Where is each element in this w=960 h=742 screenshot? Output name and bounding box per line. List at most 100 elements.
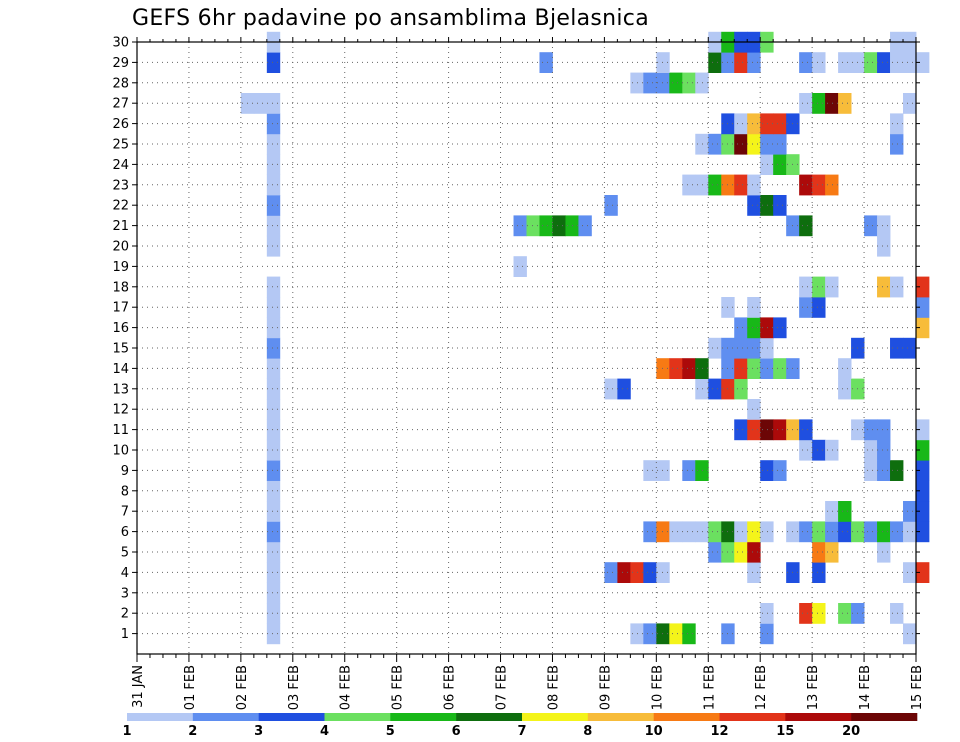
precip-cell [643,72,657,94]
precip-cell [838,358,852,379]
precip-cell [708,378,722,400]
precip-cell [877,541,891,563]
precip-cell [266,154,281,175]
precip-cell [877,439,891,461]
y-tick-label: 3 [121,586,129,601]
precip-cell [734,317,748,339]
precip-cell [903,521,917,543]
precip-cell [747,562,761,583]
colorbar-label: 4 [320,724,329,739]
precip-cell [266,133,281,155]
precip-cell [513,256,527,277]
precip-cell [825,521,839,543]
colorbar-swatch [522,713,589,721]
precip-cell [812,297,826,318]
colorbar-swatch [719,713,786,721]
y-tick-label: 6 [121,525,129,540]
precip-cell [266,439,281,461]
precip-cell [669,623,683,645]
y-tick-label: 24 [112,158,129,173]
precip-cell [760,603,774,624]
precip-cell [916,52,930,73]
precip-cell [825,276,839,298]
y-tick-label: 18 [112,280,129,295]
precip-cell [916,521,930,543]
precip-cell [877,52,891,73]
precip-cell [812,276,826,298]
precip-cell [682,521,696,543]
precip-cell [747,133,761,155]
y-tick-label: 21 [112,219,129,234]
precip-cell [825,174,839,196]
precip-cell [760,521,774,543]
precip-cell [877,215,891,237]
precip-cell [266,399,281,420]
precip-cell [916,297,930,318]
precip-cell [682,623,696,645]
y-tick-label: 20 [112,240,129,255]
precip-cell [266,460,281,481]
colorbar-swatch [456,713,523,721]
precip-cell [266,235,281,257]
precip-cell [708,174,722,196]
precip-cell [526,215,540,237]
precip-cell [760,358,774,379]
precip-cell [617,562,631,583]
precip-cell [916,562,930,583]
precip-cell [708,521,722,543]
precip-cell [266,562,281,583]
colorbar-swatch [851,713,918,721]
precip-cell [760,195,774,216]
precip-cell [266,93,281,114]
precip-cell [266,623,281,645]
precip-cell [890,460,904,481]
precip-cell [799,439,813,461]
precip-cell [708,133,722,155]
precip-cell [656,521,670,543]
x-tick-label: 03 FEB [287,665,302,710]
precip-cell [708,52,722,73]
y-tick-label: 15 [112,342,129,357]
precip-cell [799,521,813,543]
y-tick-label: 7 [121,505,129,520]
precip-cell [916,439,930,461]
precip-cell [812,174,826,196]
y-tick-label: 17 [112,301,129,316]
precip-cell [903,52,917,73]
precip-cell [747,541,761,563]
precip-cell [812,93,826,114]
precip-cell [799,603,813,624]
precip-cell [838,378,852,400]
precip-cell [760,460,774,481]
y-tick-label: 4 [121,566,129,581]
x-tick-label: 15 FEB [910,665,925,710]
colorbar-label: 15 [776,724,794,739]
precip-cell [747,52,761,73]
precip-cell [695,72,709,94]
precip-cell [266,521,281,543]
precip-cell [747,174,761,196]
precip-cell [734,52,748,73]
colorbar-swatch [258,713,325,721]
y-tick-label: 19 [112,260,129,275]
y-tick-label: 2 [121,607,129,622]
precip-cell [266,358,281,379]
precip-cell [773,133,787,155]
y-tick-label: 12 [112,403,129,418]
precip-cell [266,113,281,135]
precip-cell [266,378,281,400]
precip-cell [838,52,852,73]
precip-cell [266,582,281,604]
precip-cell [890,276,904,298]
x-tick-label: 11 FEB [702,665,717,710]
precip-cell [266,501,281,522]
y-tick-label: 30 [112,36,129,51]
y-tick-label: 11 [112,423,129,438]
precip-cell [734,419,748,441]
x-tick-label: 13 FEB [806,665,821,710]
precip-cell [643,460,657,481]
precip-cell [656,358,670,379]
colorbar-swatch [653,713,720,721]
precip-cell [617,378,631,400]
